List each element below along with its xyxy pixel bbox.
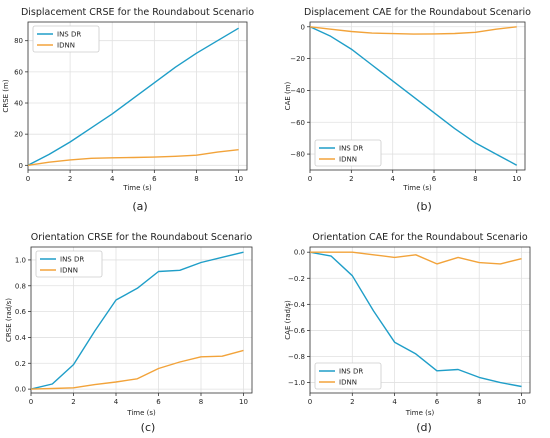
x-tick-label: 6 — [152, 175, 157, 183]
series-line-ins-dr — [309, 251, 522, 388]
series-line-idnn — [27, 149, 239, 166]
y-tick-label: −1.0 — [288, 379, 305, 387]
chart-panel-3: 0 2 4 6 8 10 0.0 −0.2 −0.4 −0.6 −0.8 −1.0 Orientatio… — [284, 232, 531, 434]
x-axis-label: Time (s) — [402, 184, 432, 192]
y-tick-label: 0 — [19, 162, 23, 170]
x-tick-label: 2 — [349, 175, 353, 183]
x-tick-label: 6 — [156, 398, 161, 406]
y-tick-label: 80 — [14, 37, 23, 45]
legend-label: IDNN — [57, 42, 75, 50]
legend-label: IDNN — [339, 379, 357, 387]
x-tick-label: 8 — [477, 398, 481, 406]
x-tick-label: 10 — [512, 175, 521, 183]
x-tick-label: 4 — [392, 398, 397, 406]
y-tick-label: 0.4 — [15, 334, 27, 342]
legend-label: INS DR — [339, 368, 363, 376]
x-tick-label: 0 — [26, 175, 30, 183]
y-tick-label: −60 — [290, 119, 305, 127]
y-axis-label: CAE (m) — [284, 81, 292, 110]
x-tick-label: 8 — [194, 175, 198, 183]
chart-title: Displacement CRSE for the Roundabout Sce… — [21, 7, 254, 18]
y-tick-label: 40 — [14, 100, 23, 108]
y-tick-label: 0.0 — [294, 249, 305, 257]
y-tick-label: 0.0 — [15, 386, 26, 394]
y-tick-label: −0.4 — [288, 301, 306, 309]
x-tick-label: 2 — [350, 398, 354, 406]
series-line-ins-dr — [309, 26, 518, 166]
panel-caption: (d) — [416, 421, 432, 434]
x-tick-label: 6 — [435, 398, 440, 406]
chart-panel-1: 0 2 4 6 8 10 0 −20 −40 −60 −80 Displacement CAE for… — [284, 7, 531, 213]
y-tick-label: 60 — [14, 68, 23, 76]
panel-caption: (b) — [416, 200, 432, 213]
x-tick-label: 8 — [199, 398, 203, 406]
chart-panel-2: 0 2 4 6 8 10 0.0 0.2 0.4 0.6 0.8 1.0 Orientation CRS… — [5, 232, 253, 434]
plot-frame — [309, 246, 531, 394]
series-line-idnn — [310, 251, 522, 265]
panel-caption: (a) — [132, 200, 147, 213]
y-tick-label: 20 — [14, 131, 23, 139]
x-axis-label: Time (s) — [126, 409, 156, 417]
x-tick-label: 10 — [239, 398, 248, 406]
plot-frame — [27, 21, 248, 171]
x-tick-label: 8 — [473, 175, 477, 183]
legend: INS DR IDNN — [314, 362, 382, 390]
x-tick-label: 6 — [432, 175, 437, 183]
y-tick-label: −80 — [290, 151, 305, 159]
y-tick-label: 0.2 — [15, 360, 26, 368]
legend-label: IDNN — [60, 267, 78, 275]
chart-title: Orientation CRSE for the Roundabout Scen… — [31, 232, 253, 243]
series-line-ins-dr — [27, 27, 239, 166]
series-line-idnn — [309, 26, 517, 35]
legend: INS DR IDNN — [32, 25, 100, 53]
legend-label: INS DR — [339, 145, 363, 153]
plot-frame — [309, 21, 526, 171]
y-axis-label: CRSE (rad/s) — [5, 298, 13, 342]
x-tick-label: 10 — [234, 175, 243, 183]
chart-panel-0: 0 2 4 6 8 10 0 20 40 60 80 Displacement CRSE for th… — [2, 7, 254, 213]
y-tick-label: −0.6 — [288, 327, 306, 335]
x-tick-label: 4 — [390, 175, 395, 183]
x-tick-label: 0 — [308, 398, 312, 406]
x-tick-label: 4 — [110, 175, 115, 183]
x-tick-label: 0 — [308, 175, 312, 183]
legend: INS DR IDNN — [35, 250, 103, 278]
legend-label: IDNN — [339, 156, 357, 164]
legend: INS DR IDNN — [314, 139, 382, 167]
plot-frame — [30, 246, 253, 394]
legend-label: INS DR — [60, 256, 84, 264]
panel-caption: (c) — [141, 421, 156, 434]
x-tick-label: 2 — [71, 398, 75, 406]
y-tick-label: −40 — [290, 87, 305, 95]
legend-label: INS DR — [57, 31, 81, 39]
y-tick-label: 0.8 — [15, 282, 26, 290]
chart-title: Orientation CAE for the Roundabout Scena… — [312, 232, 527, 243]
y-tick-label: −0.8 — [288, 353, 305, 361]
y-tick-label: −20 — [290, 55, 305, 63]
x-tick-label: 10 — [517, 398, 526, 406]
y-tick-label: 1.0 — [15, 256, 26, 264]
y-tick-label: 0 — [301, 23, 305, 31]
y-axis-label: CRSE (m) — [2, 79, 10, 112]
x-tick-label: 2 — [68, 175, 72, 183]
y-tick-label: −0.2 — [288, 275, 305, 283]
series-line-ins-dr — [30, 251, 244, 390]
x-axis-label: Time (s) — [405, 409, 435, 417]
y-tick-label: 0.6 — [15, 308, 27, 316]
x-axis-label: Time (s) — [122, 184, 152, 192]
chart-title: Displacement CAE for the Roundabout Scen… — [304, 7, 531, 18]
series-line-idnn — [30, 349, 244, 390]
y-axis-label: CAE (rad/s) — [284, 300, 292, 340]
x-tick-label: 0 — [29, 398, 33, 406]
x-tick-label: 4 — [114, 398, 119, 406]
